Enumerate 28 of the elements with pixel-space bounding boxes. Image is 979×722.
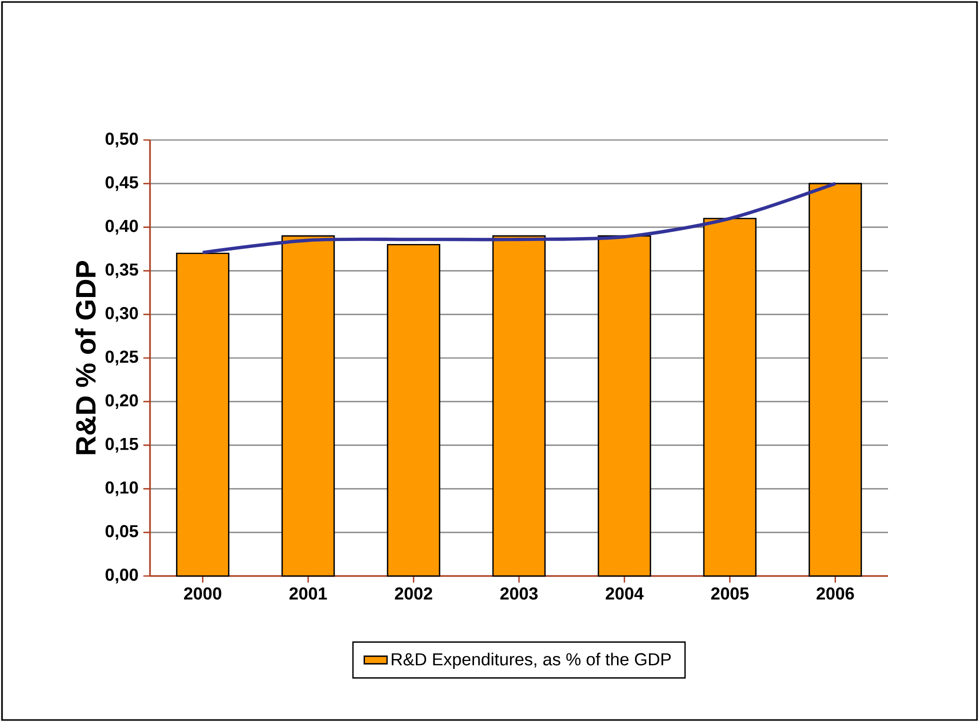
y-tick-label: 0,20 — [106, 394, 138, 409]
y-tick-label: 0,15 — [106, 438, 138, 453]
bar — [176, 252, 230, 577]
x-tick-label: 2004 — [606, 587, 644, 600]
y-tick-label: 0,00 — [106, 568, 138, 584]
legend-label: R&D Expenditures, as % of the GDP — [392, 652, 671, 669]
y-tick-label: 0,25 — [106, 350, 138, 366]
x-tick-label: 2000 — [184, 587, 222, 600]
y-axis-title: R&D % of GDP — [75, 260, 96, 454]
x-tick-label: 2006 — [816, 587, 854, 600]
y-tick-label: 0,45 — [106, 176, 138, 191]
y-tick-label: 0,50 — [106, 132, 138, 148]
bar — [492, 235, 546, 577]
y-tick-label: 0,30 — [106, 307, 138, 322]
bar — [598, 235, 652, 577]
x-tick-label: 2003 — [500, 587, 538, 600]
x-tick-label: 2002 — [394, 587, 432, 600]
bar — [808, 182, 862, 577]
bar — [281, 235, 335, 577]
y-tick-label: 0,05 — [106, 525, 138, 540]
y-tick-label: 0,10 — [106, 481, 138, 496]
x-tick-label: 2005 — [711, 587, 749, 600]
x-tick-label: 2001 — [289, 587, 327, 600]
bar — [386, 244, 440, 577]
y-tick-label: 0,40 — [106, 220, 138, 235]
line-series — [201, 182, 837, 254]
y-tick-label: 0,35 — [106, 263, 138, 278]
bar — [703, 218, 757, 577]
